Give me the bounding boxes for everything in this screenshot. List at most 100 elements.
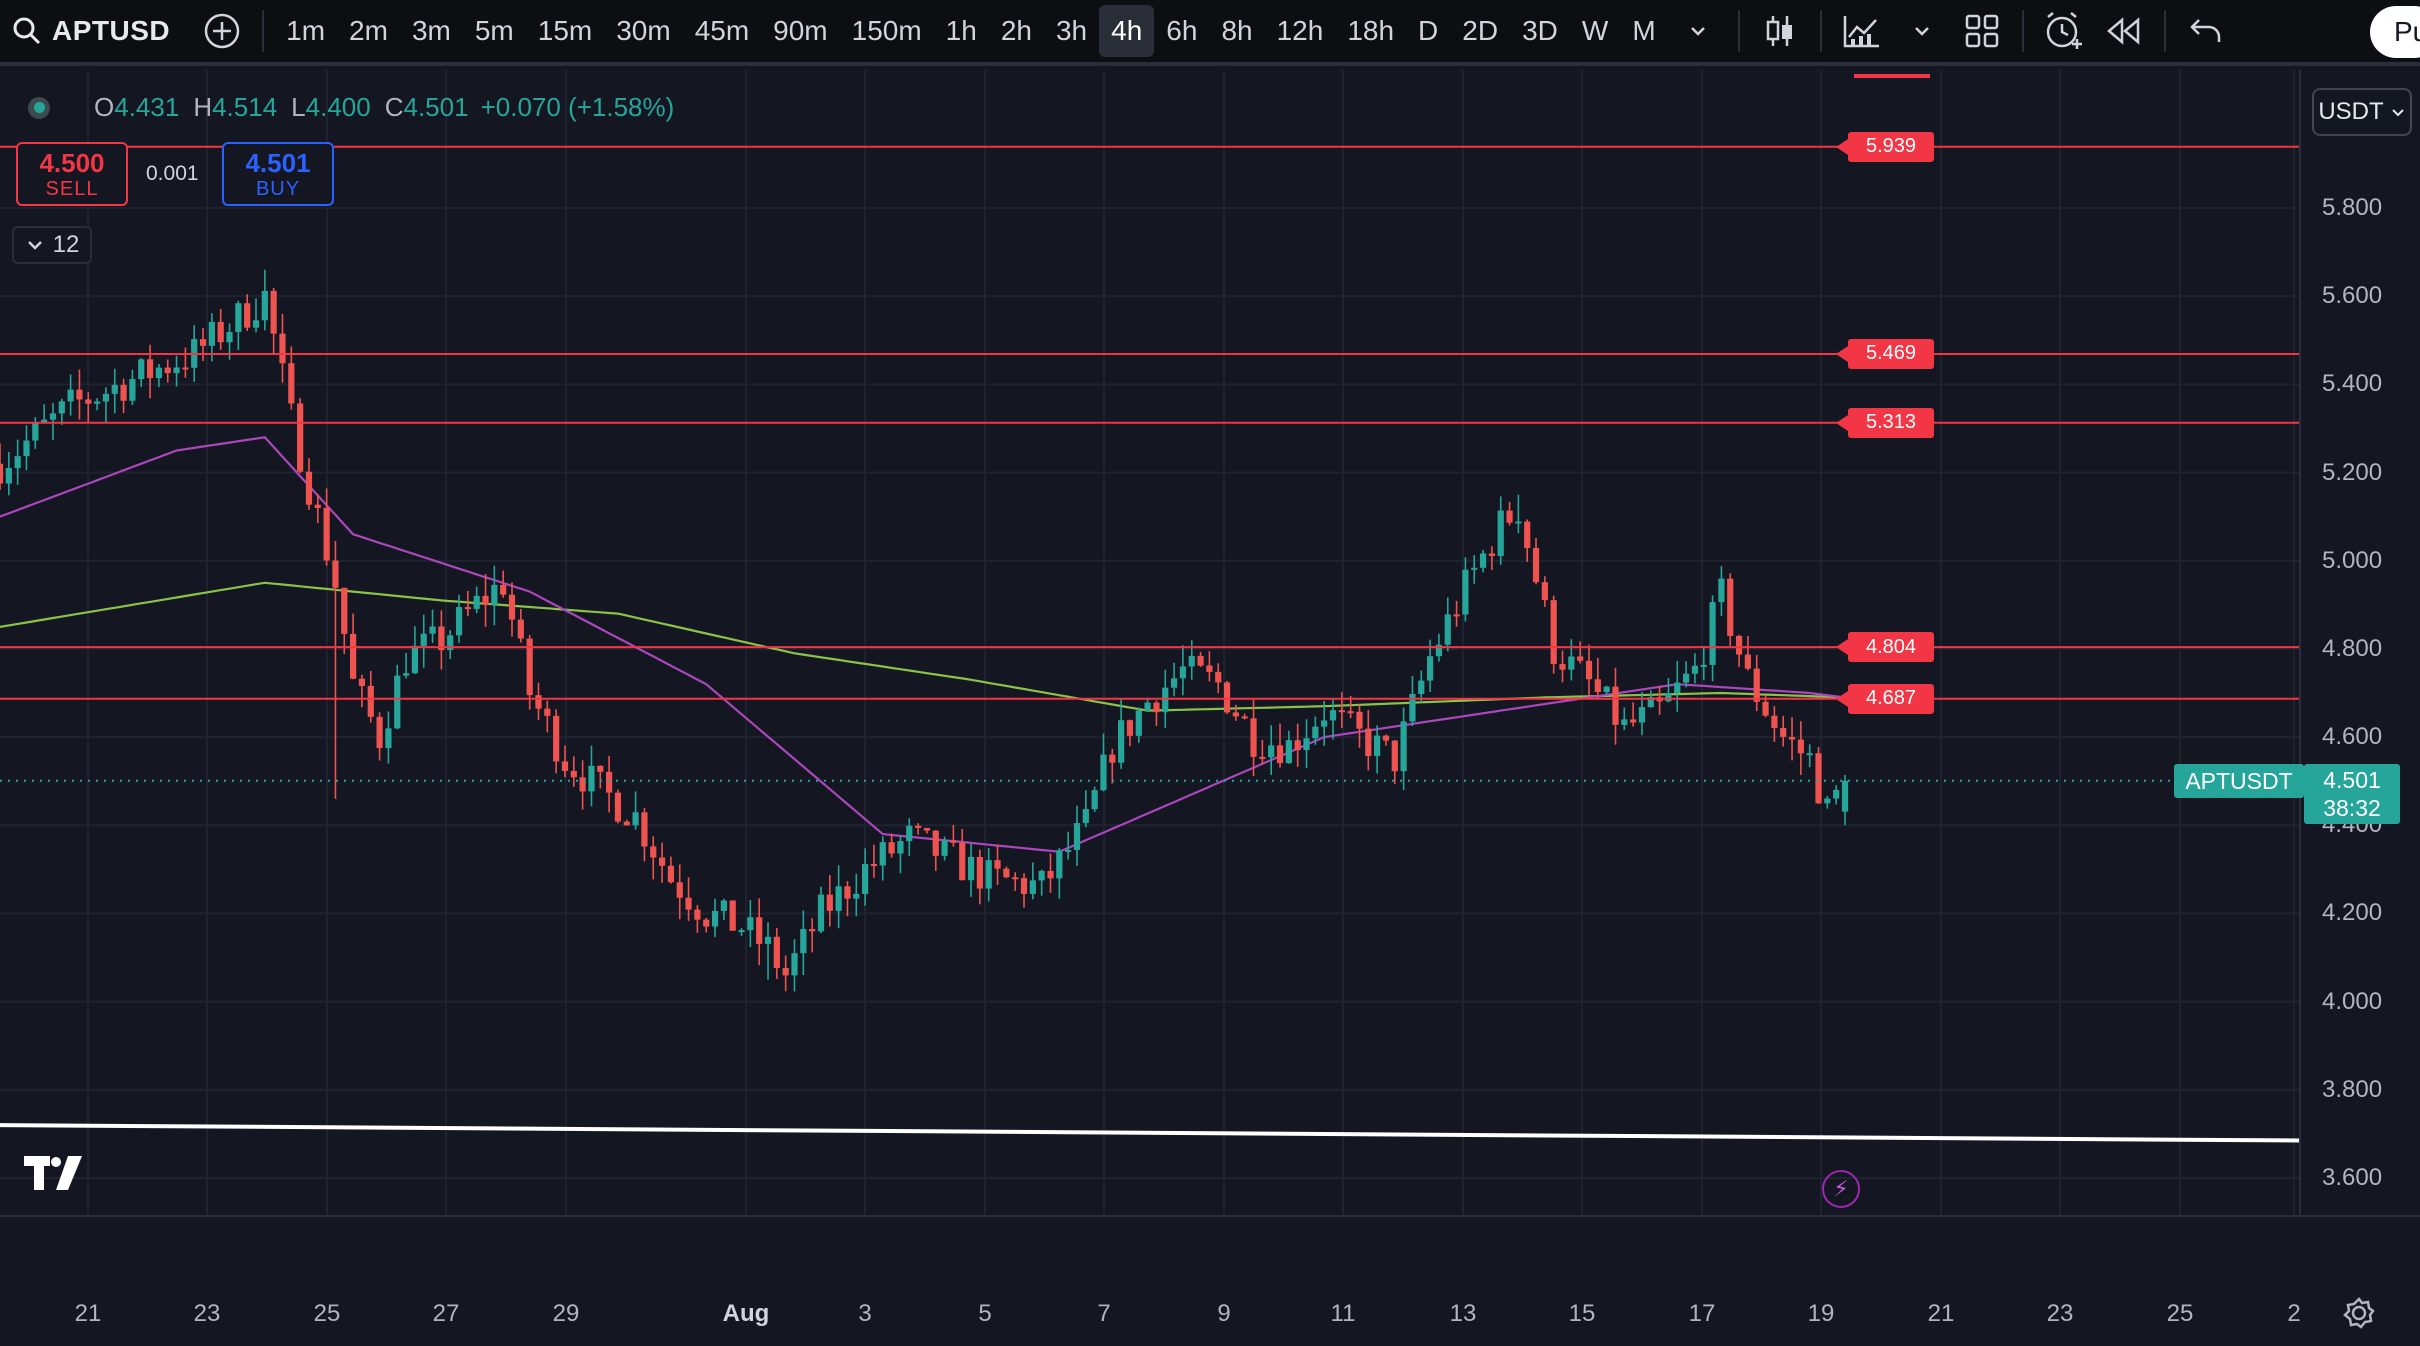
alert-button[interactable] bbox=[2038, 5, 2090, 57]
interval-M[interactable]: M bbox=[1632, 15, 1656, 46]
interval-150m[interactable]: 150m bbox=[851, 15, 922, 46]
interval-90m[interactable]: 90m bbox=[773, 15, 828, 46]
market-status-icon bbox=[28, 96, 50, 119]
price-axis-label: 4.600 bbox=[2322, 723, 2383, 751]
candle-body bbox=[270, 290, 277, 334]
lightning-icon[interactable]: ⚡ bbox=[1822, 1170, 1860, 1208]
candle-body bbox=[394, 675, 401, 729]
candle-body bbox=[1524, 521, 1531, 549]
date-axis-label: 2 bbox=[2287, 1300, 2301, 1327]
tradingview-logo[interactable] bbox=[24, 1156, 88, 1195]
interval-1h[interactable]: 1h bbox=[945, 15, 977, 46]
undo-button[interactable] bbox=[2180, 5, 2232, 57]
candle-body bbox=[1612, 686, 1619, 725]
indicators-dropdown-button[interactable] bbox=[1896, 5, 1948, 57]
candle-body bbox=[1206, 665, 1213, 672]
chart-settings-button[interactable] bbox=[2342, 1296, 2376, 1335]
candle-body bbox=[1223, 682, 1231, 713]
interval-1m[interactable]: 1m bbox=[286, 15, 326, 46]
candle-body bbox=[579, 777, 586, 792]
indicators-button[interactable] bbox=[1836, 5, 1888, 57]
indicators-toggle[interactable]: 12 bbox=[12, 226, 92, 264]
compare-symbol-button[interactable] bbox=[196, 5, 248, 57]
layout-button[interactable] bbox=[1956, 5, 2008, 57]
candle-body bbox=[782, 967, 789, 976]
candle-body bbox=[32, 422, 39, 441]
level-price-tag[interactable]: 5.939 bbox=[1836, 131, 1934, 162]
price-chart[interactable] bbox=[0, 70, 2420, 1346]
candle-body bbox=[606, 771, 613, 793]
candle-body bbox=[1276, 745, 1284, 764]
price-axis-label: 3.600 bbox=[2322, 1164, 2383, 1191]
bar-countdown: 38:32 bbox=[2323, 795, 2381, 821]
candle-body bbox=[667, 865, 675, 883]
candle-body bbox=[164, 367, 171, 374]
interval-6h[interactable]: 6h bbox=[1166, 15, 1198, 46]
publish-button[interactable]: Pu bbox=[2370, 6, 2420, 58]
candle-body bbox=[1568, 656, 1575, 670]
price-axis-label: 5.400 bbox=[2322, 370, 2383, 398]
interval-5m[interactable]: 5m bbox=[474, 15, 514, 46]
candle-body bbox=[138, 359, 145, 380]
sell-price: 4.500 bbox=[39, 148, 105, 178]
candle-body bbox=[1797, 739, 1804, 754]
candle-body bbox=[1647, 697, 1654, 708]
interval-2h[interactable]: 2h bbox=[1000, 15, 1032, 46]
interval-4h[interactable]: 4h bbox=[1099, 5, 1155, 57]
candle-body bbox=[906, 825, 913, 842]
interval-18h[interactable]: 18h bbox=[1347, 15, 1395, 46]
level-price-tag[interactable]: 5.313 bbox=[1836, 407, 1934, 438]
candle-body bbox=[447, 635, 454, 651]
candle-body bbox=[1744, 654, 1751, 669]
candle-body bbox=[1268, 745, 1275, 758]
interval-15m[interactable]: 15m bbox=[537, 15, 593, 46]
interval-W[interactable]: W bbox=[1581, 15, 1609, 46]
candle-body bbox=[67, 389, 74, 402]
candle-body bbox=[288, 363, 295, 404]
chevron-down-icon bbox=[27, 241, 42, 250]
currency-select[interactable]: USDT bbox=[2312, 88, 2412, 136]
candle-body bbox=[570, 770, 577, 778]
currency-label: USDT bbox=[2318, 98, 2384, 125]
buy-button[interactable]: 4.501 BUY bbox=[222, 142, 334, 206]
candle-body bbox=[1488, 553, 1495, 557]
candle-body bbox=[279, 333, 286, 364]
interval-2m[interactable]: 2m bbox=[349, 15, 388, 46]
replay-button[interactable] bbox=[2098, 5, 2150, 57]
candle-body bbox=[879, 842, 886, 866]
plus-circle-icon bbox=[204, 13, 240, 49]
candle-body bbox=[791, 953, 798, 976]
candle-body bbox=[853, 893, 860, 899]
level-price-tag[interactable]: 5.469 bbox=[1836, 338, 1934, 369]
interval-8h[interactable]: 8h bbox=[1221, 15, 1253, 46]
candle-body bbox=[1338, 710, 1345, 713]
candle-body bbox=[1153, 702, 1160, 713]
candle-body bbox=[1621, 719, 1628, 725]
candle-body bbox=[1170, 678, 1178, 688]
candle-body bbox=[1709, 602, 1716, 665]
candle-body bbox=[508, 594, 516, 620]
interval-2D[interactable]: 2D bbox=[1462, 15, 1499, 46]
candle-body bbox=[844, 886, 851, 899]
candle-body bbox=[500, 584, 507, 595]
candle-body bbox=[650, 846, 657, 858]
candle-body bbox=[1603, 686, 1610, 693]
symbol-search[interactable]: APTUSD bbox=[0, 15, 192, 47]
interval-30m[interactable]: 30m bbox=[616, 15, 671, 46]
candle-body bbox=[1788, 736, 1796, 740]
candles-style-button[interactable] bbox=[1754, 5, 1806, 57]
interval-12h[interactable]: 12h bbox=[1276, 15, 1324, 46]
interval-3D[interactable]: 3D bbox=[1522, 15, 1558, 46]
interval-dropdown-button[interactable] bbox=[1672, 5, 1724, 57]
candle-body bbox=[1718, 578, 1725, 603]
level-price-tag[interactable]: 4.687 bbox=[1836, 683, 1934, 714]
candle-body bbox=[1188, 655, 1195, 667]
interval-45m[interactable]: 45m bbox=[694, 15, 750, 46]
interval-3h[interactable]: 3h bbox=[1055, 15, 1088, 46]
interval-3m[interactable]: 3m bbox=[411, 15, 451, 46]
candle-body bbox=[1215, 671, 1222, 683]
sell-button[interactable]: 4.500 SELL bbox=[16, 142, 128, 206]
interval-D[interactable]: D bbox=[1418, 15, 1439, 46]
candle-body bbox=[1506, 510, 1513, 523]
level-price-tag[interactable]: 4.804 bbox=[1836, 632, 1934, 663]
